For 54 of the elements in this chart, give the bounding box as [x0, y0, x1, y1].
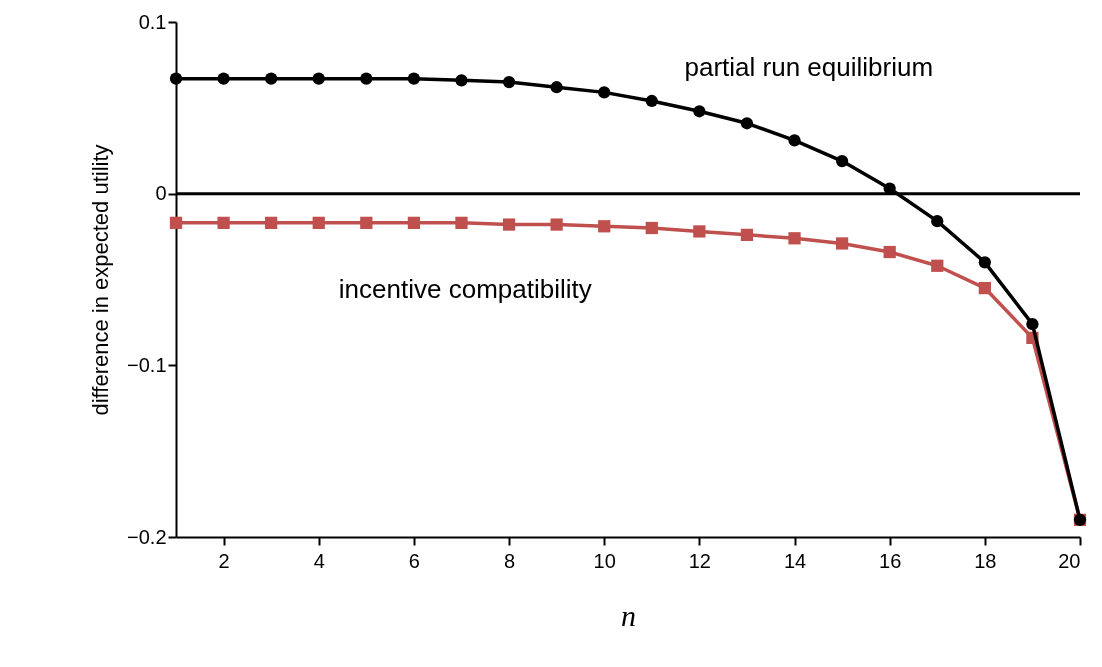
x-tick-label: 8 — [503, 549, 516, 572]
point — [407, 216, 421, 229]
point — [978, 256, 991, 269]
point — [788, 232, 801, 245]
x-tick-label: 4 — [313, 549, 325, 572]
point — [835, 154, 849, 168]
x-tick-label: 20 — [1058, 549, 1081, 572]
point — [835, 237, 849, 250]
y-tick-label: 0 — [155, 182, 167, 205]
x-tick-label: 16 — [879, 549, 902, 572]
point — [360, 216, 373, 229]
point — [169, 216, 183, 229]
y-tick-label: −0.2 — [127, 525, 167, 548]
x-tick-label: 2 — [218, 549, 230, 572]
point — [740, 117, 754, 130]
point — [312, 72, 325, 85]
point — [360, 72, 373, 85]
x-axis-title: n — [621, 598, 636, 632]
point — [598, 86, 611, 99]
point — [502, 75, 516, 89]
point — [217, 72, 230, 85]
series-label: partial run equilibrium — [684, 52, 934, 83]
point — [1026, 318, 1039, 331]
point — [169, 72, 183, 85]
point — [217, 216, 230, 229]
y-axis-title: difference in expected utility — [88, 144, 114, 416]
point — [550, 218, 563, 231]
y-tick-label: −0.1 — [127, 353, 167, 376]
x-tick-label: 14 — [783, 549, 807, 572]
x-tick-label: 12 — [688, 549, 711, 572]
point — [502, 218, 516, 231]
point — [740, 228, 754, 241]
point — [788, 134, 801, 147]
x-tick-label: 6 — [408, 549, 420, 572]
series-label: incentive compatibility — [338, 273, 592, 304]
x-tick-label: 10 — [593, 549, 616, 572]
point — [931, 259, 944, 272]
point — [883, 245, 896, 259]
point — [265, 72, 278, 85]
x-tick-label: 18 — [974, 549, 997, 572]
point — [407, 72, 421, 85]
point — [645, 221, 658, 235]
point — [455, 216, 468, 229]
point — [931, 215, 944, 228]
point — [455, 74, 468, 87]
point — [693, 105, 706, 118]
point — [978, 281, 991, 295]
point — [550, 81, 563, 94]
point — [265, 216, 278, 229]
point — [693, 225, 706, 238]
point — [645, 94, 658, 108]
point — [312, 216, 325, 229]
point — [598, 220, 611, 233]
y-tick-label: 0.1 — [138, 10, 167, 33]
